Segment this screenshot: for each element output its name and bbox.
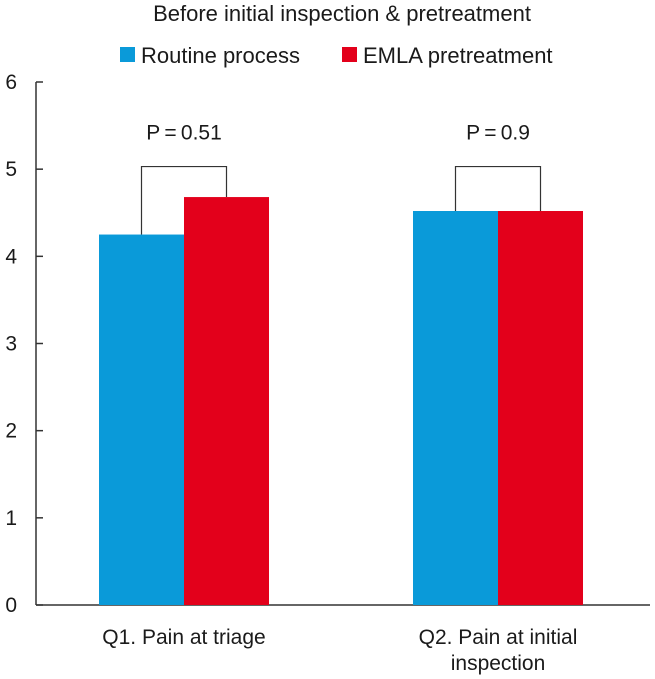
legend: Routine process EMLA pretreatment [120,43,553,68]
category-label-2-line-1: Q2. Pain at initial [419,626,578,649]
bar-2-emla [498,211,583,606]
legend-label-1: Routine process [141,43,300,68]
y-tick-label-3: 3 [5,333,17,356]
p-value-label-2: P = 0.9 [466,122,530,145]
x-axis: Q1. Pain at triage Q2. Pain at initial ins… [36,604,650,675]
p-value-label-1: P = 0.51 [146,122,222,145]
bar-1-routine [99,234,184,605]
y-tick-label-5: 5 [5,158,17,181]
y-tick-label-4: 4 [5,245,17,268]
y-axis: 0 1 2 3 4 5 6 [5,71,43,617]
y-tick-label-0: 0 [5,594,17,617]
category-label-2-line-2: inspection [451,652,546,675]
y-tick-label-6: 6 [5,71,17,94]
y-tick-label-2: 2 [5,420,17,443]
bar-1-emla [184,197,269,605]
significance-annotations: P = 0.51 P = 0.9 [140,122,542,235]
legend-swatch-2 [342,47,357,62]
significance-bracket-2 [454,165,542,212]
legend-swatch-1 [120,47,135,62]
chart-title: Before initial inspection & pretreatment [153,1,531,26]
legend-label-2: EMLA pretreatment [363,43,553,68]
significance-bracket-1 [140,165,228,235]
category-label-1-line-1: Q1. Pain at triage [102,626,265,649]
y-tick-label-1: 1 [5,507,17,530]
bars [99,197,583,606]
bar-2-routine [413,211,498,606]
